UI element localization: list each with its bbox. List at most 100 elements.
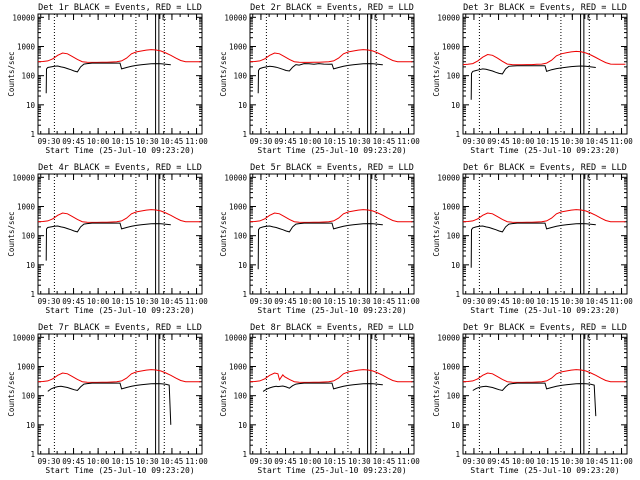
events-series-line xyxy=(45,62,171,94)
y-tick-label: 1000 xyxy=(229,42,248,51)
y-tick-label: 100 xyxy=(21,392,35,401)
x-tick-label: 10:00 xyxy=(87,137,110,146)
x-tick-label: 10:15 xyxy=(323,297,346,306)
x-tick-label: 09:45 xyxy=(274,137,297,146)
detector-panel-9: Det 9r BLACK = Events, RED = LLD 1 10 100 10… xyxy=(432,323,633,475)
y-tick-label: 10 xyxy=(451,101,461,110)
events-series-line xyxy=(472,382,597,417)
y-tick-label: 100 xyxy=(21,232,35,241)
lld-series-line xyxy=(462,50,626,66)
lld-series-line xyxy=(37,209,201,223)
x-axis-label: Start Time (25-Jul-10 09:23:20) xyxy=(45,306,194,315)
marker-label: L xyxy=(374,174,378,182)
detector-panel-6: Det 6r BLACK = Events, RED = LLD 1 10 100 10… xyxy=(432,163,633,315)
x-tick-label: 09:30 xyxy=(250,457,273,466)
x-axis-label: Start Time (25-Jul-10 09:23:20) xyxy=(470,466,619,475)
y-tick-label: 10000 xyxy=(437,173,460,182)
y-tick-label: 10 xyxy=(238,261,248,270)
x-axis-label: Start Time (25-Jul-10 09:23:20) xyxy=(470,306,619,315)
x-tick-label: 10:30 xyxy=(136,137,159,146)
y-tick-label: 1000 xyxy=(17,202,36,211)
marker-label: L xyxy=(587,334,591,342)
x-tick-label: 10:15 xyxy=(536,137,559,146)
y-axis-label: Counts/sec xyxy=(432,51,441,96)
events-series-line xyxy=(257,63,383,94)
x-tick-label: 09:45 xyxy=(62,137,85,146)
y-tick-label: 100 xyxy=(233,72,247,81)
x-tick-label: 10:30 xyxy=(561,137,584,146)
x-tick-label: 11:00 xyxy=(185,297,208,306)
y-tick-label: 1000 xyxy=(442,202,461,211)
x-tick-label: 10:45 xyxy=(161,137,184,146)
x-tick-label: 09:45 xyxy=(487,137,510,146)
events-series-line xyxy=(47,382,172,425)
y-tick-label: 100 xyxy=(446,232,460,241)
x-tick-label: 10:30 xyxy=(136,297,159,306)
plot-frame xyxy=(249,173,415,295)
y-tick-label: 100 xyxy=(446,72,460,81)
x-tick-label: 09:45 xyxy=(62,297,85,306)
x-tick-label: 10:30 xyxy=(561,457,584,466)
y-tick-label: 1 xyxy=(455,450,460,459)
y-axis-label: Counts/sec xyxy=(219,51,228,96)
y-tick-label: 10 xyxy=(26,101,36,110)
events-series-line xyxy=(262,382,383,392)
plot-frame xyxy=(37,333,203,455)
y-tick-label: 1 xyxy=(242,290,247,299)
y-tick-label: 1000 xyxy=(442,362,461,371)
y-tick-label: 100 xyxy=(446,392,460,401)
x-tick-label: 10:00 xyxy=(299,457,322,466)
marker-label: L xyxy=(162,334,166,342)
x-tick-label: 10:45 xyxy=(373,137,396,146)
y-axis-label: Counts/sec xyxy=(219,211,228,256)
panel-title: Det 3r BLACK = Events, RED = LLD xyxy=(463,3,627,13)
panel-title: Det 8r BLACK = Events, RED = LLD xyxy=(250,323,414,333)
x-tick-label: 10:15 xyxy=(111,297,134,306)
y-tick-label: 10000 xyxy=(224,13,247,22)
y-tick-label: 10000 xyxy=(224,333,247,342)
x-tick-label: 10:30 xyxy=(561,297,584,306)
lld-series-line xyxy=(462,369,626,383)
x-tick-label: 10:00 xyxy=(512,457,535,466)
x-tick-label: 10:45 xyxy=(586,137,609,146)
x-tick-label: 10:00 xyxy=(512,137,535,146)
x-tick-label: 10:45 xyxy=(586,457,609,466)
detector-panel-7: Det 7r BLACK = Events, RED = LLD 1 10 100 10… xyxy=(7,323,208,475)
x-tick-label: 09:30 xyxy=(38,457,61,466)
y-tick-label: 10 xyxy=(26,421,36,430)
x-tick-label: 10:15 xyxy=(536,297,559,306)
lld-series-line xyxy=(462,209,626,223)
panel-title: Det 5r BLACK = Events, RED = LLD xyxy=(250,163,414,173)
y-tick-label: 10 xyxy=(451,421,461,430)
marker-label: L xyxy=(162,174,166,182)
x-tick-label: 09:45 xyxy=(62,457,85,466)
y-tick-label: 1 xyxy=(455,130,460,139)
marker-label: L xyxy=(587,14,591,22)
x-tick-label: 10:15 xyxy=(536,457,559,466)
y-axis-label: Counts/sec xyxy=(219,371,228,416)
y-tick-label: 10000 xyxy=(12,13,35,22)
x-tick-label: 10:00 xyxy=(87,297,110,306)
lld-series-line xyxy=(249,49,413,63)
lld-series-line xyxy=(249,209,413,223)
y-tick-label: 10000 xyxy=(437,333,460,342)
x-tick-label: 09:30 xyxy=(250,297,273,306)
x-tick-label: 09:30 xyxy=(463,297,486,306)
x-tick-label: 10:45 xyxy=(373,457,396,466)
detector-panel-8: Det 8r BLACK = Events, RED = LLD 1 10 100 10… xyxy=(219,323,420,475)
y-tick-label: 10 xyxy=(238,101,248,110)
plot-frame xyxy=(462,333,628,455)
y-tick-label: 100 xyxy=(233,392,247,401)
y-tick-label: 10000 xyxy=(224,173,247,182)
x-axis-label: Start Time (25-Jul-10 09:23:20) xyxy=(470,146,619,155)
x-tick-label: 10:45 xyxy=(161,457,184,466)
events-series-line xyxy=(470,222,596,268)
y-tick-label: 10 xyxy=(451,261,461,270)
x-tick-label: 09:45 xyxy=(487,297,510,306)
x-tick-label: 10:30 xyxy=(348,297,371,306)
detector-panel-2: Det 2r BLACK = Events, RED = LLD 1 10 100 10… xyxy=(219,3,420,155)
x-tick-label: 09:45 xyxy=(274,457,297,466)
panel-title: Det 7r BLACK = Events, RED = LLD xyxy=(38,323,202,333)
detector-panel-3: Det 3r BLACK = Events, RED = LLD 1 10 100 10… xyxy=(432,3,633,155)
